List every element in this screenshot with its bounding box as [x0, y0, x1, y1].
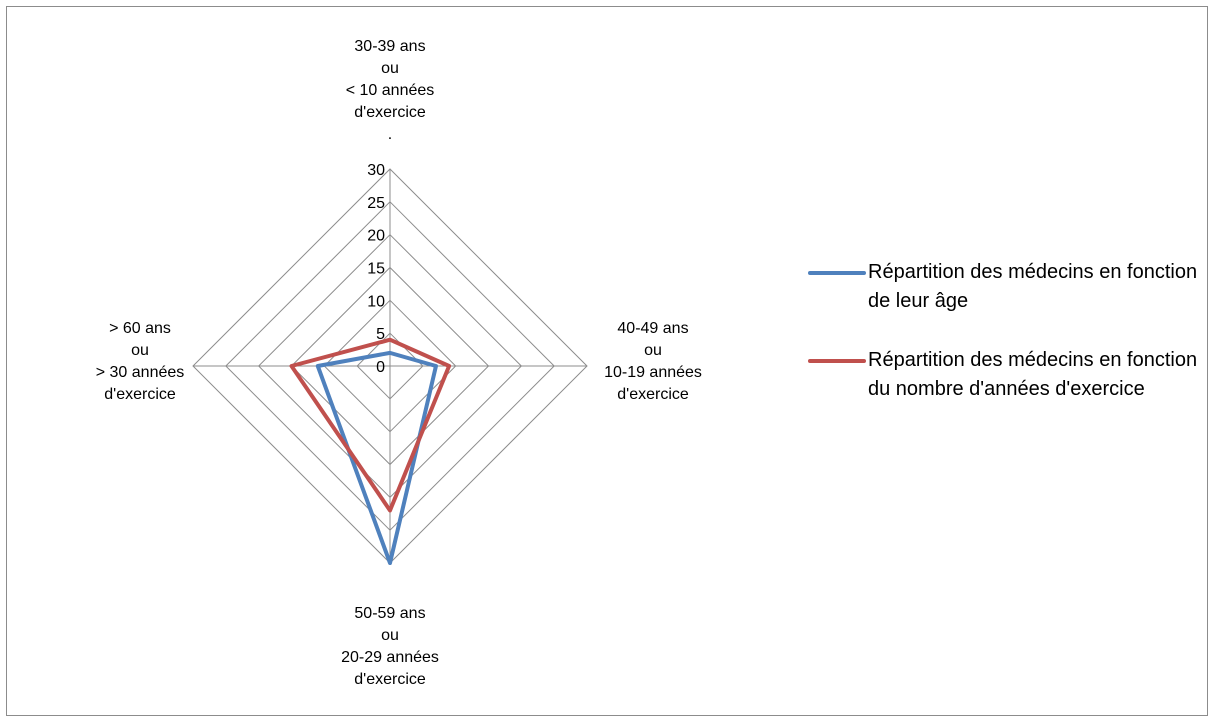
series-line-0 [315, 350, 438, 565]
category-label-line: d'exercice [354, 104, 426, 121]
category-label-line: 10-19 années [604, 364, 702, 381]
radial-tick-15: 15 [367, 261, 385, 278]
category-label-line: > 30 années [95, 364, 185, 381]
category-label-0: 30-39 ans ou < 10 années d'exercice. [290, 36, 490, 146]
legend-item-age: Répartition des médecins en fonction de … [808, 258, 1208, 316]
radar-series [289, 337, 452, 565]
radial-tick-25: 25 [367, 195, 385, 212]
category-label-line: ou [131, 342, 149, 359]
category-label-3: > 60 ans ou > 30 années d'exercice [40, 318, 240, 406]
category-label-line: 20-29 années [341, 649, 439, 666]
series-line-1 [289, 337, 452, 513]
category-label-line: d'exercice [617, 386, 689, 403]
radar-grid [192, 168, 588, 564]
radial-tick-5: 5 [376, 326, 385, 343]
category-label-line: 50-59 ans [354, 605, 426, 622]
category-label-line: 30-39 ans [354, 38, 426, 55]
chart-area [6, 6, 1208, 716]
category-label-1: 40-49 ans ou 10-19 années d'exercice [553, 318, 753, 406]
category-label-line: ou [381, 627, 399, 644]
category-label-line: . [387, 126, 393, 143]
category-label-line: d'exercice [354, 671, 426, 688]
legend-item-experience: Répartition des médecins en fonction du … [808, 346, 1208, 404]
category-label-line: < 10 années [345, 82, 435, 99]
radial-tick-20: 20 [367, 228, 385, 245]
category-label-line: 40-49 ans [617, 320, 689, 337]
radial-tick-30: 30 [367, 162, 385, 179]
category-label-line: ou [381, 60, 399, 77]
radial-tick-labels: 0 5 10 15 20 25 30 [367, 162, 385, 376]
legend-label-experience: Répartition des médecins en fonction du … [868, 349, 1198, 400]
legend-label-age: Répartition des médecins en fonction de … [868, 261, 1198, 312]
legend-swatch-age [808, 271, 866, 275]
legend: Répartition des médecins en fonction de … [808, 258, 1208, 434]
category-label-line: ou [644, 342, 662, 359]
category-label-line: > 60 ans [109, 320, 171, 337]
legend-swatch-experience [808, 359, 866, 363]
category-label-2: 50-59 ans ou 20-29 années d'exercice [290, 603, 490, 691]
category-label-line: d'exercice [104, 386, 176, 403]
radial-tick-10: 10 [367, 293, 385, 310]
radial-tick-0: 0 [376, 359, 385, 376]
